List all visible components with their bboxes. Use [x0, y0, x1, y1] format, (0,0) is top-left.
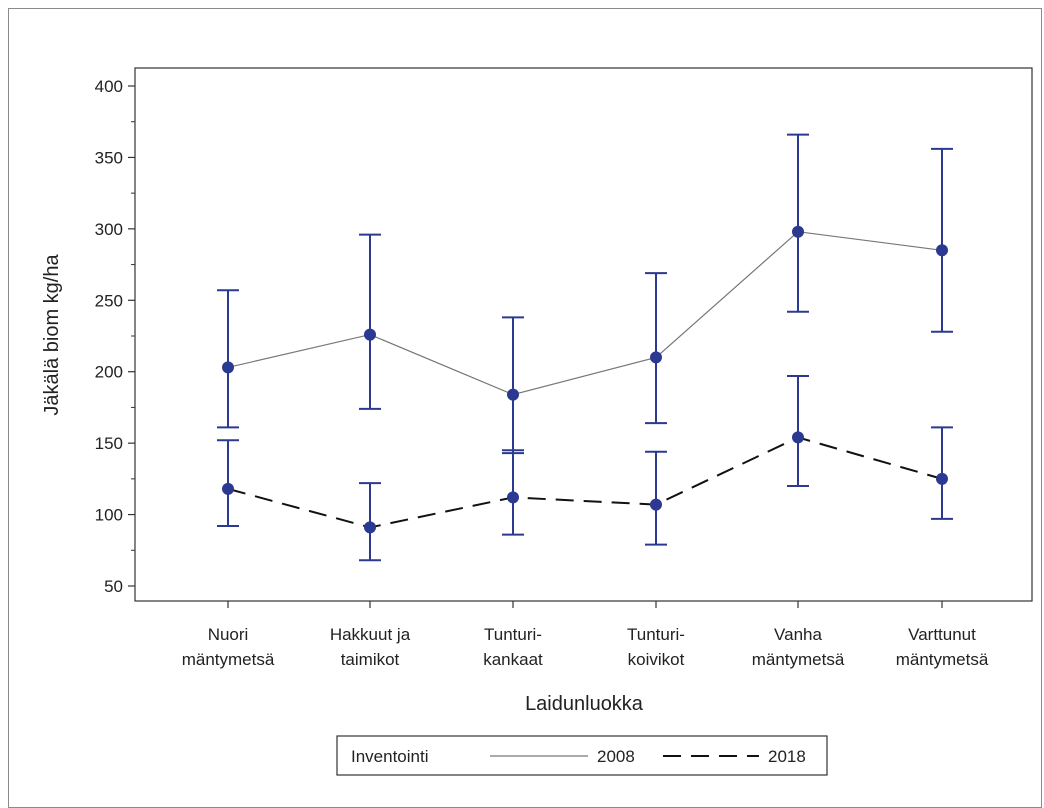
y-tick-label: 100: [95, 506, 123, 525]
data-point-2008: [650, 351, 662, 364]
legend-label-2008: 2008: [597, 747, 635, 766]
x-tick-label: mäntymetsä: [896, 650, 989, 669]
y-tick-label: 50: [104, 577, 123, 596]
series-line-2008: [227, 231, 943, 396]
data-point-2008: [936, 244, 948, 257]
data-point-2018: [222, 482, 234, 495]
x-axis-title: Laidunluokka: [525, 693, 644, 715]
x-tick-label: kankaat: [483, 650, 543, 669]
data-point-2008: [507, 388, 519, 401]
data-point-2018: [364, 521, 376, 534]
series-layer: [217, 133, 953, 562]
y-axis-title: Jäkälä biom kg/ha: [41, 254, 63, 416]
data-point-2018: [650, 498, 662, 511]
legend-title: Inventointi: [351, 747, 429, 766]
y-tick-label: 150: [95, 434, 123, 453]
x-tick-label: koivikot: [628, 650, 685, 669]
chart: 50 100 150 200 250 300 350 400 Nuori mäntymetsä H…: [41, 67, 1033, 776]
y-tick-label: 300: [95, 220, 123, 239]
plot-area: [134, 67, 1033, 602]
x-tick-label: Varttunut: [908, 625, 976, 644]
data-point-2018: [936, 472, 948, 485]
x-tick-label: Tunturi-: [627, 625, 685, 644]
x-tick-label: mäntymetsä: [182, 650, 275, 669]
data-point-2018: [792, 431, 804, 444]
y-axis: 50 100 150 200 250 300 350 400: [95, 77, 135, 596]
x-tick-label: Tunturi-: [484, 625, 542, 644]
chart-frame: [8, 8, 1042, 808]
y-tick-label: 350: [95, 148, 123, 167]
series-line-2018: [227, 436, 943, 529]
y-tick-label: 400: [95, 77, 123, 96]
x-tick-label: taimikot: [341, 650, 400, 669]
x-tick-label: mäntymetsä: [752, 650, 845, 669]
y-tick-label: 250: [95, 291, 123, 310]
data-point-2018: [507, 491, 519, 504]
x-tick-label: Hakkuut ja: [330, 625, 411, 644]
legend: Inventointi 2008 2018: [336, 735, 828, 776]
data-point-2008: [222, 361, 234, 374]
y-tick-label: 200: [95, 363, 123, 382]
legend-label-2018: 2018: [768, 747, 806, 766]
x-tick-label: Vanha: [774, 625, 822, 644]
data-point-2008: [364, 328, 376, 341]
x-tick-label: Nuori: [208, 625, 249, 644]
x-axis: Nuori mäntymetsä Hakkuut ja taimikot Tunturi…: [182, 601, 989, 669]
data-point-2008: [792, 225, 804, 238]
